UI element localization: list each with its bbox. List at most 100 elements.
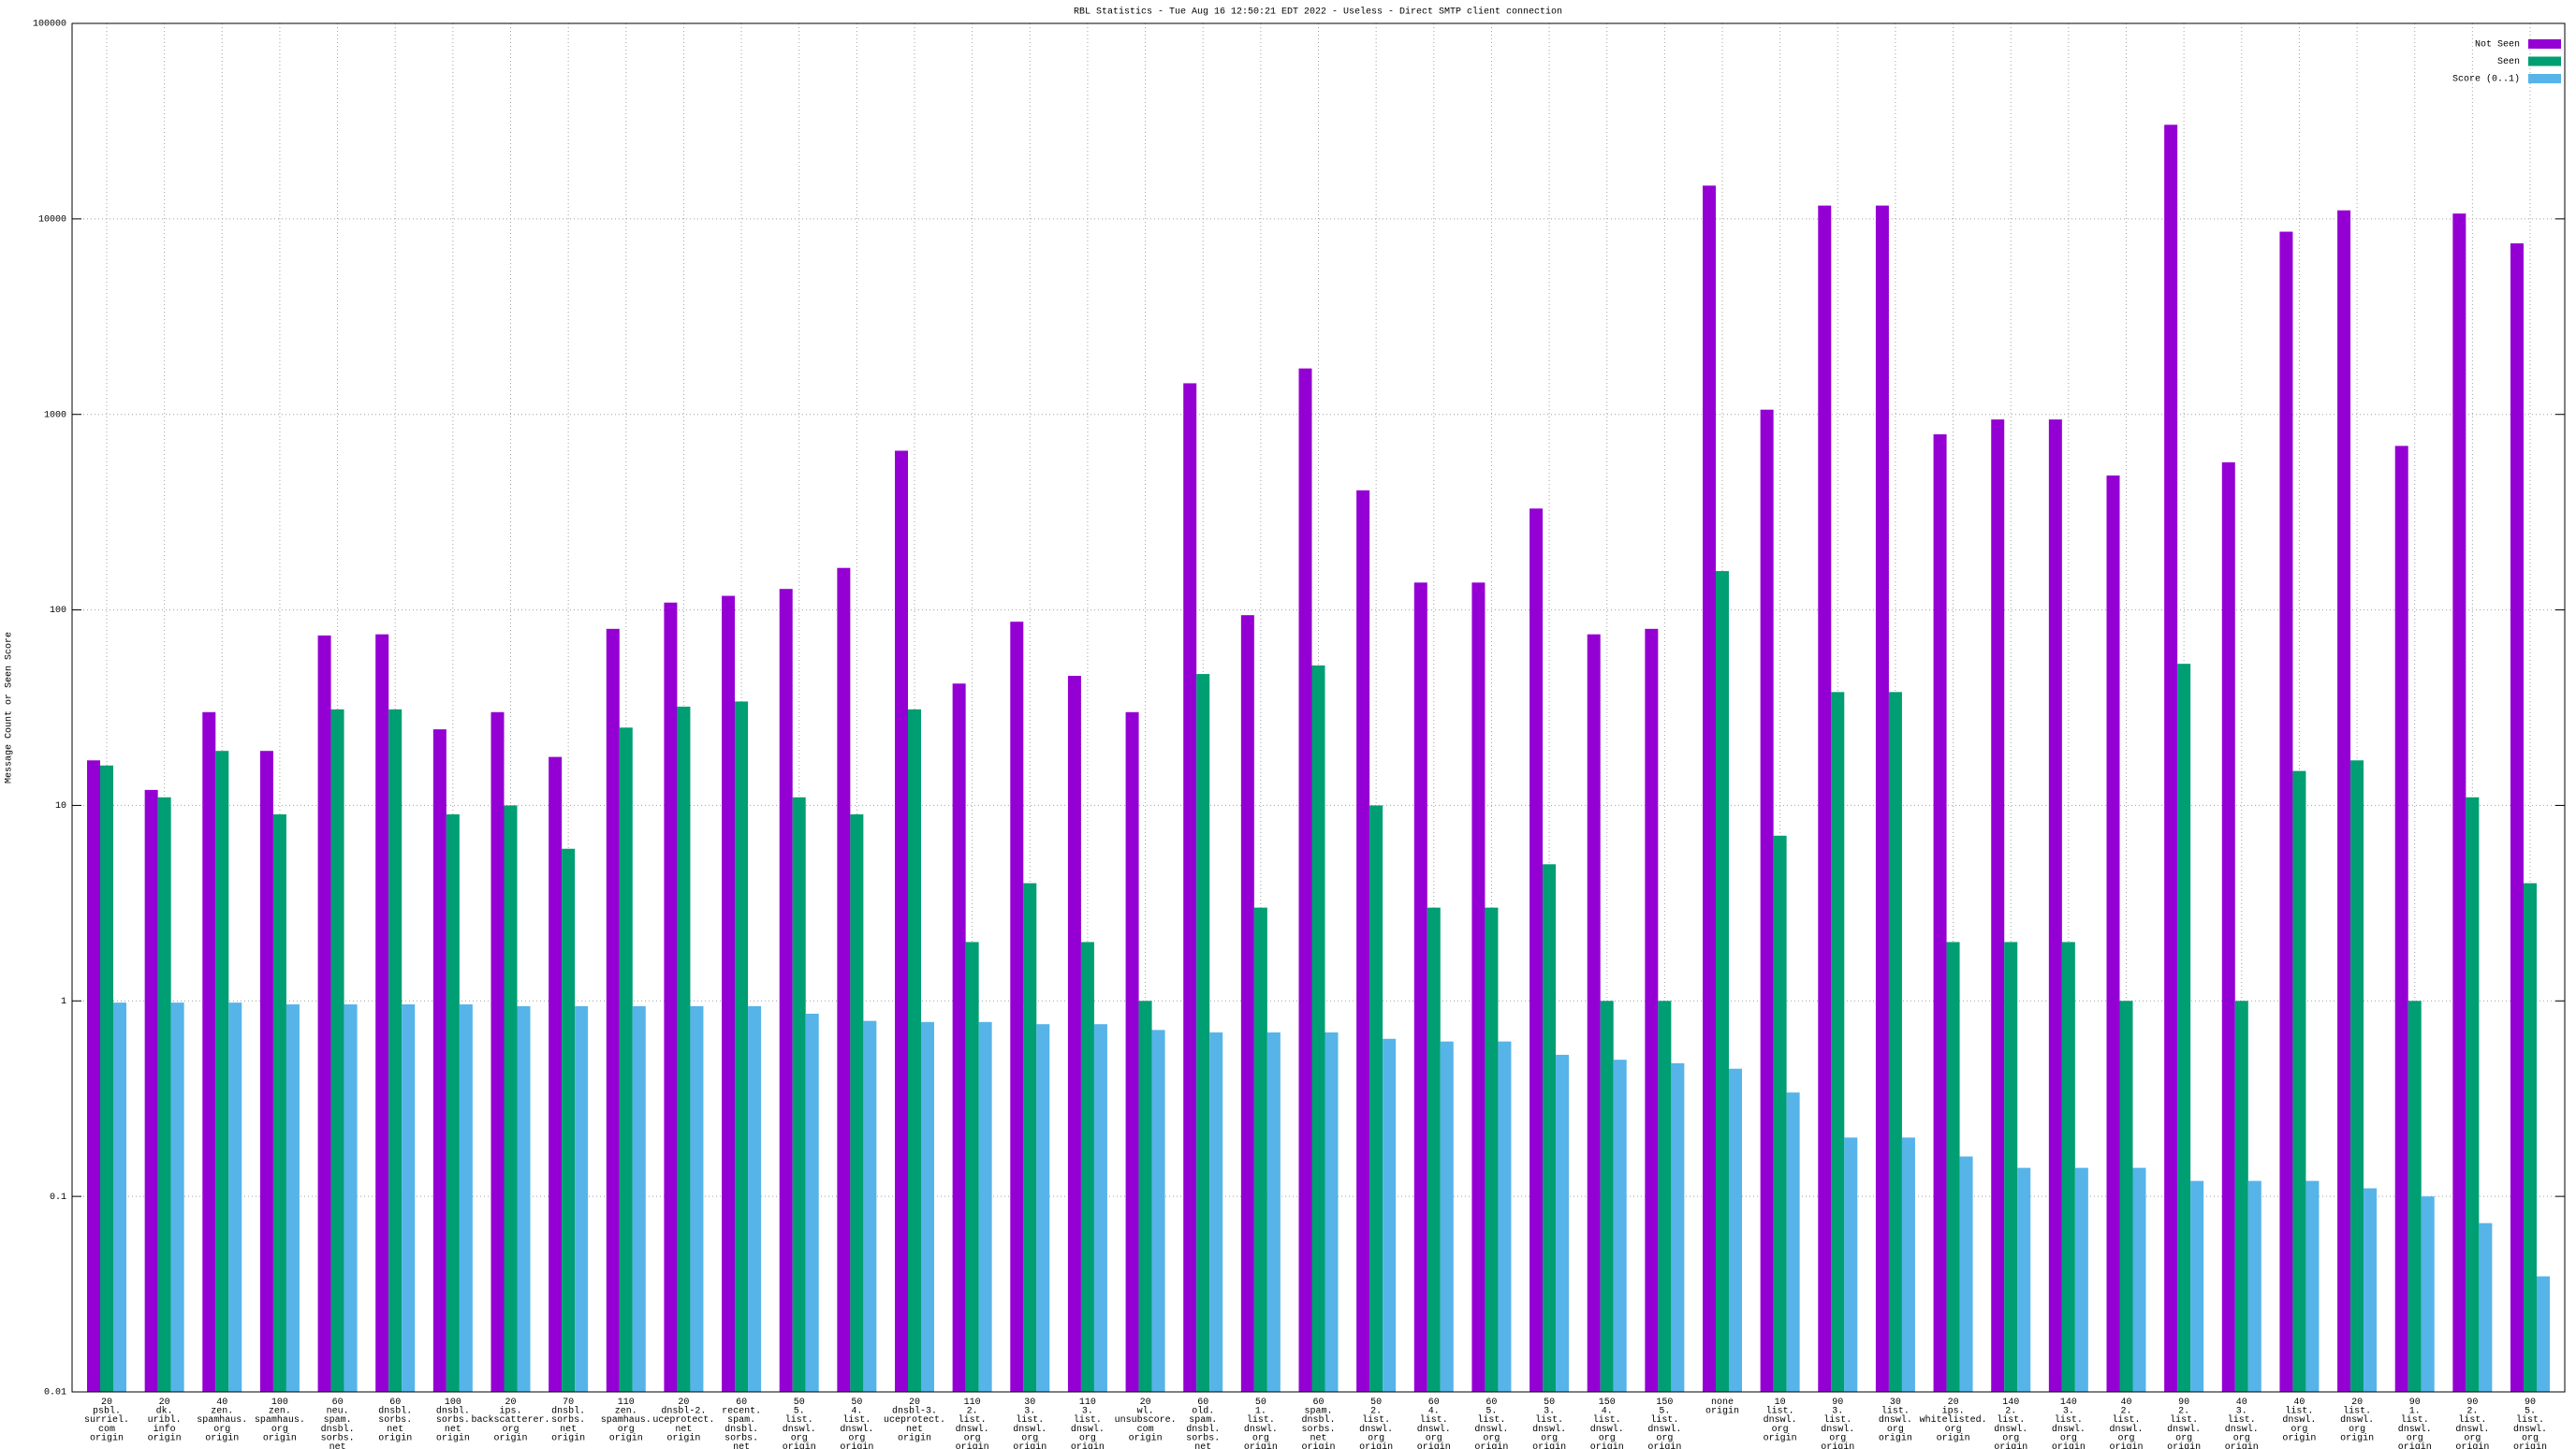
bar [837,567,851,1392]
bar [2479,1222,2493,1392]
bar [2537,1276,2550,1392]
x-tick-label: 20 dnsbl-3. uceprotect. net origin [884,1398,945,1443]
bar [619,727,633,1392]
x-tick-label: 70 dnsbl. sorbs. net origin [551,1398,585,1443]
bar [2466,797,2480,1392]
bar [2292,770,2306,1392]
bar [921,1021,934,1392]
x-tick-label: 40 zen. spamhaus. org origin [197,1398,247,1443]
bar [895,450,908,1392]
bar [792,797,806,1392]
bar [863,1020,877,1392]
bar [908,709,921,1392]
y-tick-label: 0.01 [44,1388,66,1398]
bar [677,706,691,1392]
plot-frame [71,22,2566,1393]
bar [1151,1030,1165,1392]
bar [1818,205,1832,1392]
x-tick-label: 20 wl. unsubscore. com origin [1115,1398,1177,1443]
x-tick-label: 60 dnsbl. sorbs. net origin [378,1398,412,1443]
bar [1773,835,1787,1392]
x-tick-label: 90 1. list. dnswl. org origin [2398,1398,2432,1449]
legend-swatch [2528,74,2561,83]
bar [2061,942,2075,1392]
bar [1645,628,1659,1392]
bar [1080,942,1094,1392]
bar [2337,210,2351,1393]
bar [1485,907,1499,1392]
bar [952,683,966,1392]
bar [490,711,505,1392]
bar [1266,1032,1281,1392]
bar [1298,368,1312,1392]
bar [330,709,344,1392]
bar [2048,419,2062,1393]
bar [1498,1041,1512,1392]
x-tick-label: 140 3. list. dnswl. org origin [2052,1398,2086,1449]
bar [1356,490,1370,1392]
bar [1760,409,1774,1393]
bar [1471,582,1486,1392]
bar [2524,883,2537,1392]
bar [1325,1032,1339,1392]
bar [2190,1180,2204,1392]
x-tick-label: 50 5. list. dnswl. org origin [783,1398,816,1449]
bar [735,701,749,1392]
x-tick-label: 40 list. dnswl. org origin [2282,1398,2316,1443]
x-tick-label: 40 2. list. dnswl. org origin [2109,1398,2143,1449]
bar [1093,1024,1107,1392]
x-tick-label: 90 5. list. dnswl. org origin [2513,1398,2547,1449]
bar [459,1003,473,1392]
bar [1600,1001,1614,1392]
bar [1844,1137,1858,1392]
x-tick-label: 50 3. list. dnswl. org origin [1532,1398,1566,1449]
bar [215,751,229,1392]
bar [432,729,446,1392]
legend-label: Score (0..1) [2452,74,2520,85]
chart-title: RBL Statistics - Tue Aug 16 12:50:21 EDT… [1074,7,1562,18]
bar [1658,1001,1672,1392]
bar [1240,615,1254,1392]
bar [632,1005,646,1392]
legend-label: Seen [2497,57,2520,67]
y-tick-label: 1 [61,997,66,1007]
bar [1023,883,1037,1392]
bar [1183,383,1197,1392]
legend-label: Not Seen [2475,40,2520,51]
bar [2394,446,2408,1392]
bar [575,1005,589,1392]
bar [2452,213,2466,1392]
bar [2279,231,2293,1393]
bar [2132,1167,2146,1392]
bar [1888,692,1902,1392]
y-axis-label: Message Count or Seen Score [5,632,15,783]
bar [87,760,100,1392]
bar [1671,1062,1685,1392]
bar [1010,622,1024,1392]
x-tick-label: 20 ips. backscatterer. org origin [471,1398,549,1443]
bar [1991,419,2005,1393]
x-tick-label: none origin [1705,1398,1739,1417]
x-tick-label: 60 spam. dnsbl. sorbs. net origin [1301,1398,1335,1449]
bar [965,942,979,1392]
bar [2234,1001,2248,1392]
bar [1253,907,1267,1392]
bar [1933,433,1947,1393]
bar [1440,1041,1454,1392]
bar [2350,760,2364,1392]
bar [344,1003,358,1392]
bar [1716,571,1729,1392]
bar [2305,1180,2320,1392]
bar [100,765,113,1392]
bar [144,789,158,1392]
x-tick-label: 40 3. list. dnswl. org origin [2225,1398,2259,1449]
x-tick-label: 150 4. list. dnswl. org origin [1590,1398,1624,1449]
x-tick-label: 60 5. list. dnswl. org origin [1474,1398,1508,1449]
bar [113,1003,126,1392]
legend-swatch [2528,39,2561,49]
x-tick-label: 20 dnsbl-2. uceprotect. net origin [652,1398,714,1443]
x-tick-label: 110 3. list. dnswl. org origin [1071,1398,1105,1449]
